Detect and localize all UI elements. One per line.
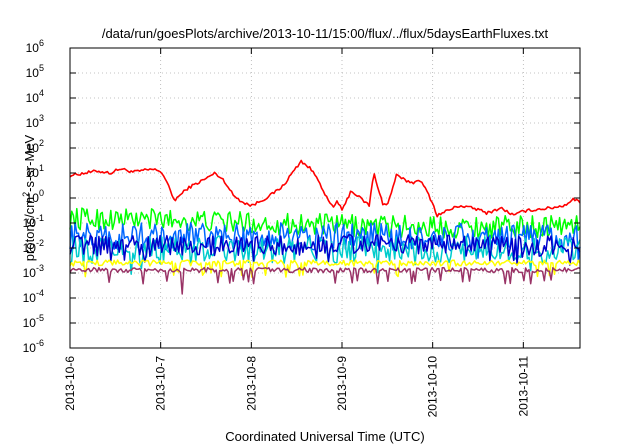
y-tick-label: 105: [26, 63, 44, 80]
y-tick-label: 102: [26, 138, 44, 155]
series-line: [69, 266, 581, 295]
y-tick-label: 10-3: [23, 263, 44, 280]
y-tick-label: 106: [26, 38, 44, 55]
x-tick-label: 2013-10-11: [516, 356, 530, 417]
x-tick-label: 2013-10-10: [426, 356, 440, 418]
x-tick-label: 2013-10-8: [244, 356, 258, 411]
y-tick-label: 100: [26, 188, 44, 205]
y-tick-label: 10-6: [23, 338, 44, 355]
series-line: [69, 159, 581, 218]
y-tick-label: 10-2: [23, 238, 44, 255]
x-tick-label: 2013-10-6: [63, 356, 77, 411]
y-tick-label: 10-5: [23, 313, 44, 330]
y-axis-label: protons/cm2-s-sr-MeV: [21, 134, 37, 261]
series-line: [69, 235, 581, 275]
series-line: [69, 221, 581, 262]
gridlines: [70, 48, 580, 348]
series-layer: [69, 159, 581, 295]
y-tick-label: 104: [26, 88, 44, 105]
series-line: [69, 259, 581, 278]
x-tick-label: 2013-10-7: [154, 356, 168, 411]
y-tick-label: 101: [26, 163, 44, 180]
y-tick-label: 10-1: [23, 213, 44, 230]
y-axis-ticks: 10-6 10-5 10-4 10-3 10-2 10-1 100 101 102 103 104 1…: [23, 38, 580, 355]
x-tick-label: 2013-10-9: [335, 356, 349, 411]
y-tick-label: 103: [26, 113, 44, 130]
x-axis-ticks: 2013-10-6 2013-10-7 2013-10-8 2013-10-9 2013…: [63, 48, 530, 417]
chart-title: /data/run/goesPlots/archive/2013-10-11/1…: [102, 26, 549, 41]
x-axis-label: Coordinated Universal Time (UTC): [225, 429, 424, 444]
y-tick-label: 10-4: [23, 288, 44, 305]
series-line: [69, 233, 581, 266]
